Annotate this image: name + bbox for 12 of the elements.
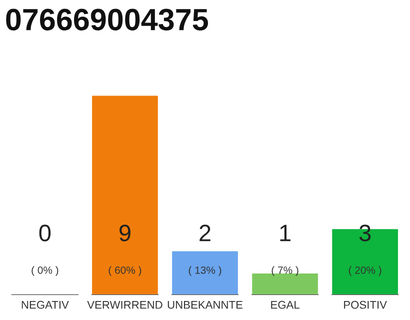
data-label: 0 ( 0% )	[32, 224, 58, 276]
x-tick-label: EGAL	[271, 300, 300, 309]
bar	[90, 95, 160, 296]
x-tick-label: NEGATIV	[22, 300, 69, 309]
x-tick-label: VERWIRREND	[87, 301, 162, 309]
data-label: 3 ( 20% )	[348, 224, 382, 276]
bar	[170, 250, 240, 296]
data-label: 9 ( 60% )	[108, 224, 142, 276]
chart-title: 076669004375	[6, 8, 208, 30]
data-label: 2 ( 13% )	[188, 224, 222, 276]
x-tick-label: UNBEKANNTE	[168, 301, 242, 309]
x-tick-label: POSITIV	[344, 300, 387, 309]
